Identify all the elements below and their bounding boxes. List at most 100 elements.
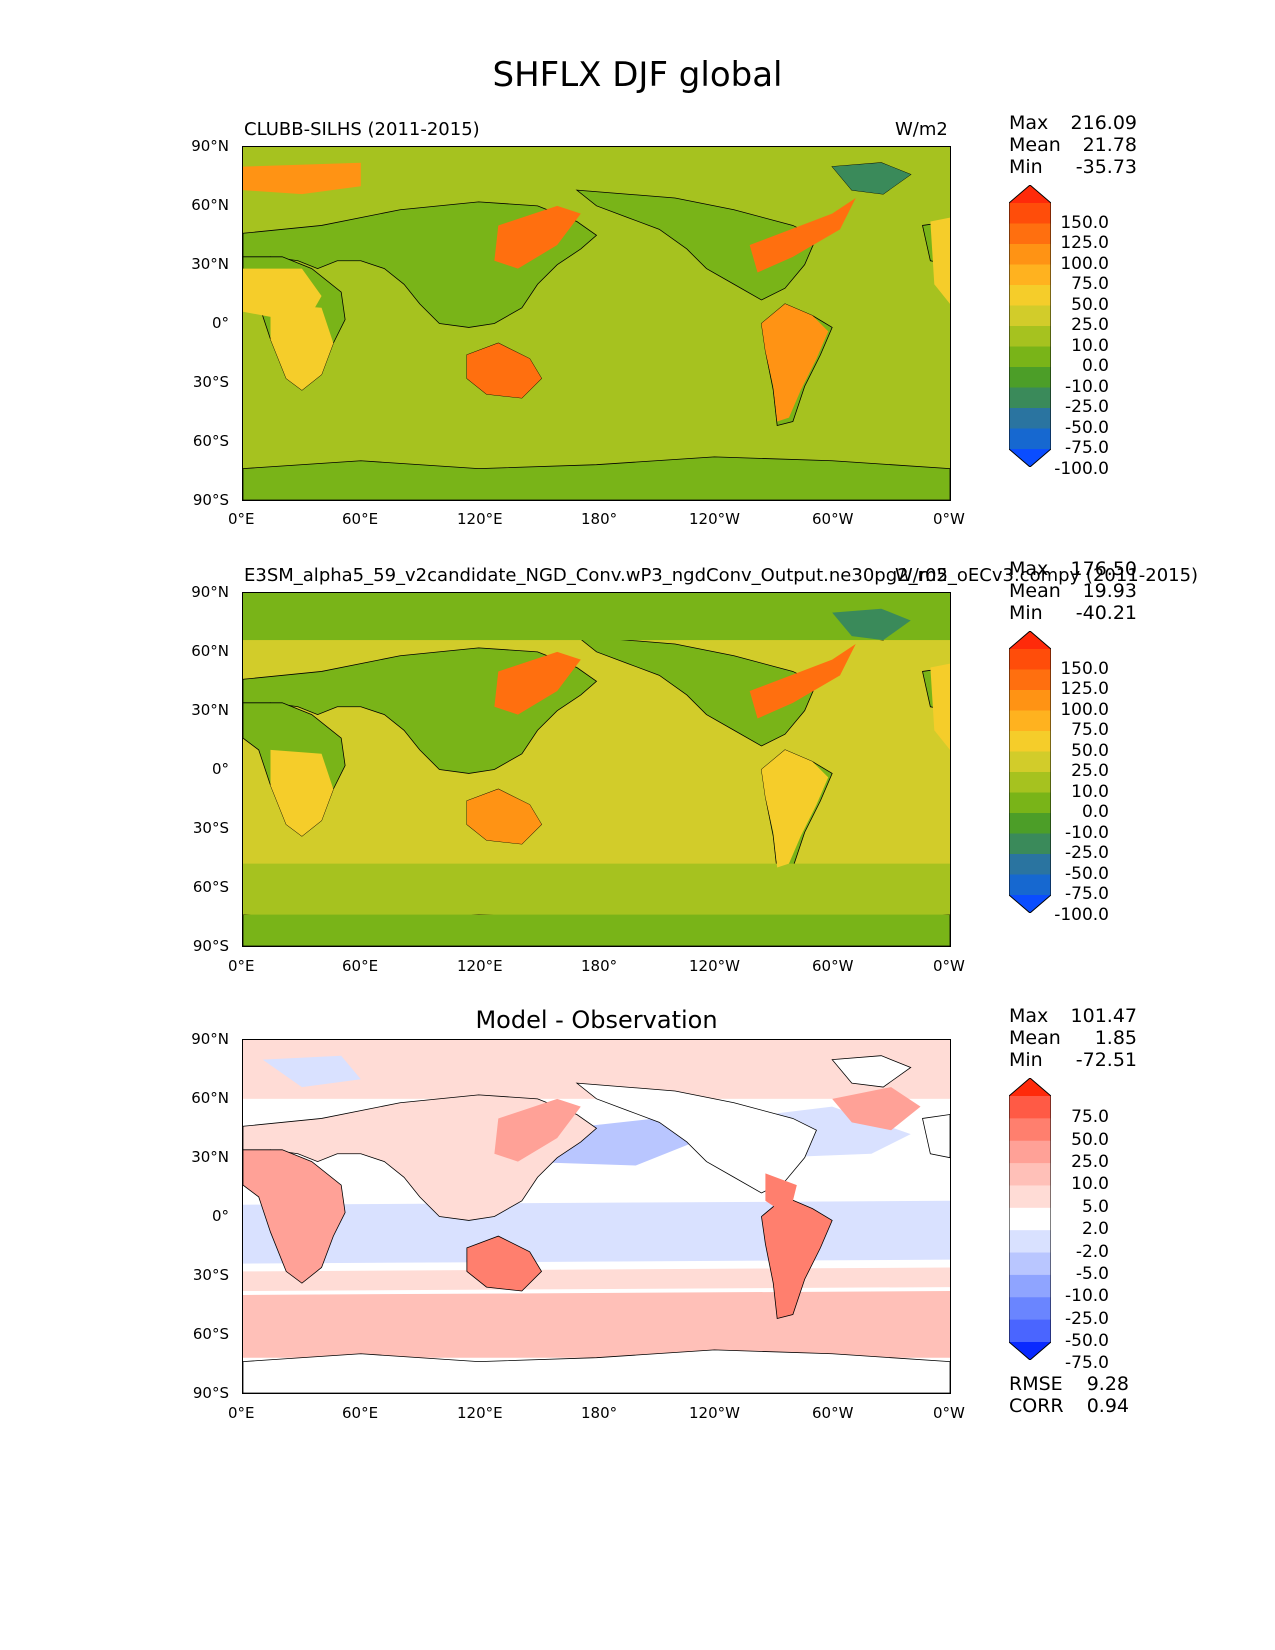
p3-lat-tick: 90°N [191, 1030, 229, 1048]
colorbar-swatch [1009, 1274, 1051, 1298]
p1-lon-tick: 0°W [933, 510, 965, 528]
p3-lat-tick: 30°S [192, 1266, 229, 1284]
colorbar-swatch [1009, 1118, 1051, 1142]
p3-lat-tick: 0° [211, 1207, 229, 1225]
stat-max: 176.50 [1070, 558, 1137, 580]
colorbar-tick-label: 125.0 [1060, 679, 1109, 699]
colorbar-tick-label: -10.0 [1065, 822, 1109, 843]
colorbar-tick-label: 100.0 [1060, 699, 1109, 720]
stat-label: Max [1009, 558, 1049, 580]
colorbar-swatch [1009, 203, 1051, 224]
p3-lon-tick: 120°W [689, 1404, 740, 1422]
p2-lon-tick: 0°W [933, 957, 965, 975]
colorbar-extend-min [1009, 1342, 1051, 1360]
stat-max: 101.47 [1070, 1005, 1137, 1027]
colorbar-tick-label: -75.0 [1065, 438, 1109, 458]
colorbar-swatch [1009, 1230, 1051, 1254]
colorbar-swatch [1009, 1163, 1051, 1186]
p1-lat-tick: 60°N [191, 196, 229, 214]
p2-lon-tick: 60°W [812, 957, 854, 975]
panel1-map [242, 146, 951, 501]
colorbar-tick-label: -50.0 [1065, 417, 1109, 438]
colorbar-swatch [1009, 244, 1051, 265]
colorbar-extend-min [1009, 449, 1051, 467]
p1-lon-tick: 0°E [228, 510, 255, 528]
colorbar-swatch [1009, 223, 1051, 245]
stat-mean: 1.85 [1094, 1027, 1137, 1049]
p2-lat-tick: 30°N [191, 701, 229, 719]
panel1-map-svg [243, 147, 950, 500]
colorbar-tick-label: -100.0 [1054, 458, 1109, 479]
colorbar-swatch [1009, 264, 1051, 286]
colorbar-swatch [1009, 387, 1051, 409]
panel1-colorbar: 150.0 125.0 100.0 75.0 50.0 25.0 10.0 0.0 -10.0-… [1008, 184, 1109, 478]
panel3-colorbar: 75.0 50.0 25.0 10.0 5.0 2.0 -2.0 -5.0 -10.0 -25.0… [1008, 1077, 1109, 1373]
p2-lat-tick: 60°N [191, 642, 229, 660]
panel3-title: Model - Observation [475, 1006, 718, 1034]
p2-lat-tick: 90°N [191, 583, 229, 601]
colorbar-tick-label: -50.0 [1065, 1331, 1109, 1351]
colorbar-tick-label: -10.0 [1065, 376, 1109, 397]
colorbar-tick-label: 50.0 [1071, 740, 1109, 761]
colorbar-tick-label: -10.0 [1065, 1286, 1109, 1307]
colorbar-tick-label: 75.0 [1071, 274, 1109, 294]
p1-lat-tick: 30°S [192, 373, 229, 391]
p3-lon-tick: 0°E [228, 1404, 255, 1422]
p3-lon-tick: 60°W [812, 1404, 854, 1422]
colorbar-tick-label: 0.0 [1081, 802, 1109, 822]
p2-lon-tick: 0°E [228, 957, 255, 975]
colorbar-tick-label: 75.0 [1071, 1107, 1109, 1128]
colorbar-swatch [1009, 792, 1051, 814]
colorbar-swatch [1009, 649, 1051, 670]
p3-lon-tick: 60°E [342, 1404, 379, 1422]
stat-label: Min [1009, 156, 1043, 178]
p2-lat-tick: 0° [211, 760, 229, 778]
colorbar-tick-label: 100.0 [1060, 253, 1109, 274]
colorbar-swatch [1009, 731, 1051, 752]
stat-label: Mean [1009, 580, 1061, 602]
colorbar-tick-label: 25.0 [1071, 761, 1109, 781]
colorbar-tick-label: 50.0 [1071, 1129, 1109, 1150]
p2-lat-tick: 60°S [192, 878, 229, 896]
panel3-metrics: RMSE 9.28 CORR 0.94 [1009, 1373, 1129, 1417]
colorbar-swatch [1009, 1140, 1051, 1164]
p2-lat-tick: 30°S [192, 819, 229, 837]
sh-warm-regions [243, 593, 950, 915]
colorbar-tick-label: 5.0 [1081, 1196, 1109, 1217]
colorbar-tick-label: 10.0 [1071, 781, 1109, 802]
colorbar-tick-label: -5.0 [1075, 1263, 1109, 1284]
colorbar-swatch [1009, 285, 1051, 306]
p1-lon-tick: 180° [581, 510, 618, 528]
colorbar-svg [1008, 1077, 1052, 1361]
colorbar-swatch [1009, 428, 1051, 450]
stat-mean: 19.93 [1082, 580, 1137, 602]
p1-lat-tick: 90°S [192, 491, 229, 509]
colorbar-swatch [1009, 1297, 1051, 1321]
colorbar-swatch [1009, 874, 1051, 896]
colorbar-swatch [1009, 772, 1051, 793]
colorbar-tick-label: 2.0 [1081, 1219, 1109, 1240]
colorbar-swatch [1009, 710, 1051, 732]
anomaly-spots [262, 1055, 921, 1217]
p1-lon-tick: 60°E [342, 510, 379, 528]
p1-lon-tick: 60°W [812, 510, 854, 528]
stat-min: -35.73 [1075, 156, 1137, 178]
panel3-map [242, 1039, 951, 1394]
colorbar-swatch [1009, 305, 1051, 327]
p3-lat-tick: 30°N [191, 1148, 229, 1166]
stat-label: Mean [1009, 134, 1061, 156]
p1-lat-tick: 30°N [191, 255, 229, 273]
p1-lat-tick: 90°N [191, 137, 229, 155]
p3-lon-tick: 0°W [933, 1404, 965, 1422]
colorbar-swatch [1009, 813, 1051, 834]
p2-lat-tick: 90°S [192, 937, 229, 955]
colorbar-tick-label: -2.0 [1075, 1241, 1109, 1262]
colorbar-swatch [1009, 690, 1051, 711]
colorbar-swatch [1009, 326, 1051, 347]
panel2-label: E3SM_alpha5_59_v2candidate_NGD_Conv.wP3_… [244, 565, 1199, 586]
colorbar-tick-label: -25.0 [1065, 843, 1109, 863]
colorbar-extend-max [1009, 1078, 1051, 1096]
stat-label: Mean [1009, 1027, 1061, 1049]
colorbar-svg [1008, 630, 1052, 914]
metric-corr: 0.94 [1086, 1395, 1129, 1417]
